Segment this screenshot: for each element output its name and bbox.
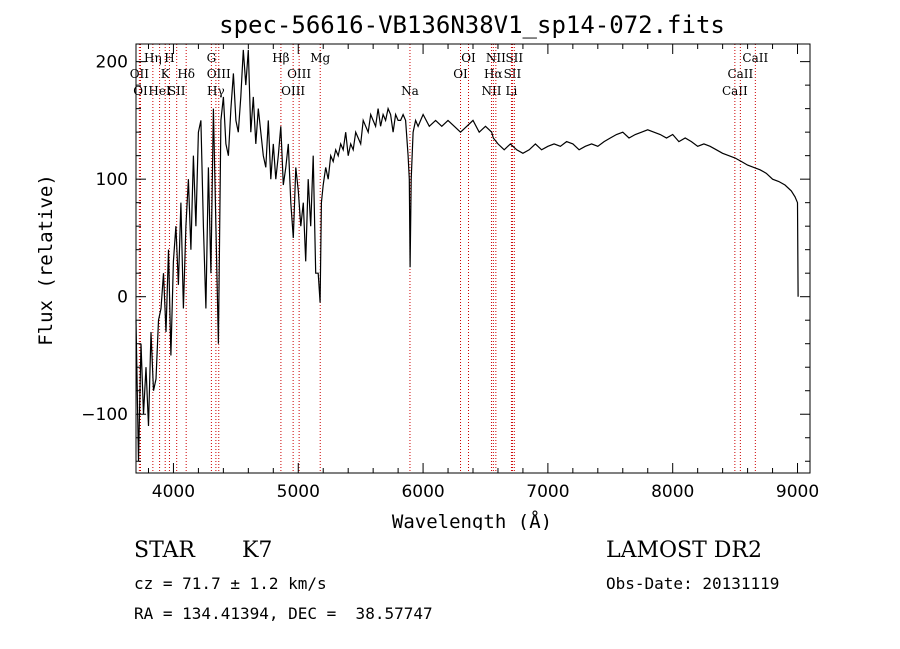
marker-label: SII [505, 51, 523, 65]
marker-label: Mg [310, 51, 330, 65]
marker-label: Na [401, 84, 419, 98]
x-tick-label: 8000 [651, 482, 694, 502]
x-tick-label: 7000 [526, 482, 569, 502]
marker-label: OIII [287, 67, 311, 81]
marker-label: NII [481, 84, 501, 98]
spectrum-series [135, 49, 799, 462]
marker-label: Hη [144, 51, 162, 65]
marker-label: Hα [484, 67, 503, 81]
marker-label: K [161, 67, 171, 81]
marker-label: Li [506, 84, 518, 98]
marker-label: Hδ [177, 67, 195, 81]
marker-label: HeI [148, 84, 171, 98]
spectrum-line [135, 49, 799, 462]
axis-ticks: 4000 5000 6000 7000 8000 9000 −100 0 100 200 [81, 44, 819, 502]
coordinates: RA = 134.41394, DEC = 38.57747 [134, 604, 433, 623]
spectrum-chart: spec-56616-VB136N38V1_sp14-072.fits OIIO… [35, 11, 819, 530]
marker-label: OI [461, 51, 476, 65]
y-tick-label: 200 [96, 53, 128, 73]
marker-label: CaII [727, 67, 753, 81]
y-tick-label: 100 [96, 170, 128, 190]
marker-label: Hβ [272, 51, 289, 65]
marker-label: NII [486, 51, 506, 65]
marker-label: CaII [722, 84, 748, 98]
marker-label: OII [130, 67, 150, 81]
chart-title: spec-56616-VB136N38V1_sp14-072.fits [219, 11, 725, 39]
x-tick-label: 5000 [277, 482, 320, 502]
x-tick-label: 9000 [776, 482, 819, 502]
marker-label: Hγ [207, 84, 225, 98]
observation-date: Obs-Date: 20131119 [606, 574, 780, 593]
x-axis-label: Wavelength (Å) [392, 510, 552, 530]
object-class: STAR [134, 538, 195, 563]
redshift-velocity: cz = 71.7 ± 1.2 km/s [134, 574, 327, 593]
marker-label: CaII [742, 51, 768, 65]
marker-label: OI [133, 84, 148, 98]
object-subclass: K7 [242, 538, 273, 563]
y-axis-label: Flux (relative) [35, 174, 57, 346]
marker-label: OIII [281, 84, 305, 98]
marker-label: H [164, 51, 174, 65]
x-tick-label: 6000 [401, 482, 444, 502]
marker-label: SII [168, 84, 186, 98]
y-tick-label: 0 [117, 288, 128, 308]
survey-name: LAMOST DR2 [606, 538, 762, 563]
plot-frame [135, 43, 811, 474]
marker-label: SII [504, 67, 522, 81]
line-markers: OII OI Hη HeI KH SII Hδ G Hγ OIII Hβ OIII OIII Mg Na OI… [130, 44, 768, 473]
x-tick-label: 4000 [152, 482, 195, 502]
marker-label: OIII [207, 67, 231, 81]
y-tick-label: −100 [81, 405, 128, 425]
marker-label: OI [453, 67, 468, 81]
marker-label: G [207, 51, 217, 65]
